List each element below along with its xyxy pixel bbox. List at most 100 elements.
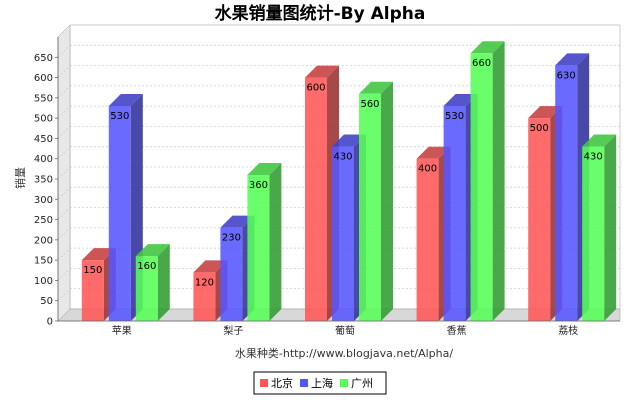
legend-label: 上海 — [311, 376, 333, 390]
x-axis-label: 水果种类-http://www.blogjava.net/Alpha/ — [235, 346, 453, 360]
y-tick-label: 250 — [34, 215, 53, 226]
y-tick-label: 600 — [34, 73, 53, 84]
y-tick-label: 650 — [34, 53, 53, 64]
gridline — [57, 268, 71, 281]
y-tick-label: 350 — [34, 175, 53, 186]
y-axis: 0 50 100 150 200 250 300 350 400 450 500 550 600 650 — [34, 37, 59, 328]
data-label: 160 — [137, 261, 156, 272]
legend-item: 北京 — [260, 376, 293, 390]
gridline — [57, 126, 71, 139]
bar-top — [443, 93, 478, 106]
y-axis-label: 销量 — [13, 167, 27, 189]
y-tick-label: 150 — [34, 256, 53, 267]
data-label: 230 — [222, 233, 241, 244]
x-tick-label: 葡萄 — [335, 324, 355, 337]
bar-top — [470, 41, 505, 54]
bar-top — [332, 134, 366, 147]
bar-front — [359, 93, 381, 321]
data-label: 560 — [360, 99, 379, 110]
bar-front — [443, 105, 466, 321]
legend-swatch — [260, 379, 268, 387]
gridline — [57, 105, 71, 119]
bar-front — [416, 158, 439, 321]
y-tick-label: 550 — [34, 93, 53, 104]
bar-side — [157, 244, 170, 321]
bar-front — [193, 272, 216, 321]
gridline — [57, 45, 71, 58]
y-tick-label: 300 — [34, 195, 53, 206]
bar-front — [247, 174, 270, 321]
legend-item: 广州 — [340, 377, 373, 390]
bars-group: 150 530 160 120 230 360 600 430 560 400 530 660 500 6… — [81, 41, 617, 322]
bar-front — [135, 256, 158, 321]
data-label: 600 — [306, 83, 325, 94]
bar-side — [269, 162, 282, 321]
bar-front — [108, 105, 131, 321]
bar-top — [359, 81, 393, 94]
bar-side — [604, 134, 617, 321]
y-tick-label: 50 — [40, 296, 53, 307]
data-label: 360 — [249, 180, 268, 191]
x-axis: 苹果 梨子 葡萄 香蕉 荔枝 — [58, 320, 620, 337]
data-label: 120 — [195, 277, 214, 288]
bar-top — [582, 134, 617, 147]
bar: 560 — [359, 81, 393, 321]
bar-top — [135, 244, 170, 257]
gridline — [57, 247, 71, 261]
bar-front — [582, 146, 605, 321]
bar-front — [555, 65, 578, 322]
gridline — [57, 227, 71, 241]
data-label: 530 — [445, 111, 464, 122]
legend-item: 上海 — [300, 376, 333, 390]
bar: 660 — [470, 41, 505, 321]
gridline — [57, 207, 71, 220]
bar-top — [220, 215, 255, 228]
legend-swatch — [340, 379, 348, 387]
gridline — [57, 187, 71, 200]
gridline — [57, 85, 71, 99]
bar-front — [305, 77, 327, 321]
gridlines — [57, 44, 620, 301]
y-tick-label: 500 — [34, 114, 53, 125]
data-label: 430 — [584, 152, 603, 163]
bar-side — [381, 81, 393, 321]
data-label: 530 — [110, 111, 129, 122]
y-tick-label: 0 — [47, 317, 53, 328]
x-tick-label: 荔枝 — [558, 324, 578, 337]
y-tick-label: 400 — [34, 154, 53, 165]
bar-top — [193, 260, 228, 273]
bar-front — [332, 146, 354, 321]
legend-box — [253, 371, 387, 395]
legend-label: 广州 — [351, 377, 373, 390]
bar-top — [528, 106, 563, 119]
bar-top — [247, 162, 282, 175]
data-label: 430 — [333, 152, 352, 163]
legend-swatch — [300, 379, 308, 387]
bar-top — [555, 53, 590, 66]
data-label: 660 — [472, 58, 491, 69]
bar: 530 — [108, 93, 143, 321]
bar-front — [220, 227, 243, 321]
y-tick-label: 200 — [34, 235, 53, 246]
bar-top — [305, 65, 339, 78]
gridline — [57, 166, 71, 180]
bar-top — [416, 146, 451, 159]
gridline — [57, 288, 71, 301]
data-label: 630 — [557, 70, 576, 81]
legend-label: 北京 — [271, 376, 293, 390]
bar-top — [108, 93, 143, 106]
bar-front — [81, 260, 104, 321]
data-label: 150 — [83, 265, 102, 276]
x-tick-label: 香蕉 — [447, 325, 467, 337]
bar-front — [470, 53, 493, 321]
chart-title: 水果销量图统计-By Alpha — [215, 3, 426, 24]
gridline — [57, 65, 71, 78]
bar: 160 — [135, 244, 170, 321]
data-label: 500 — [530, 123, 549, 134]
y-tick-label: 450 — [34, 134, 53, 145]
bar: 430 — [582, 134, 617, 321]
bar: 360 — [247, 162, 282, 321]
legend: 北京 上海 广州 — [253, 371, 387, 395]
bar-front — [528, 118, 551, 322]
